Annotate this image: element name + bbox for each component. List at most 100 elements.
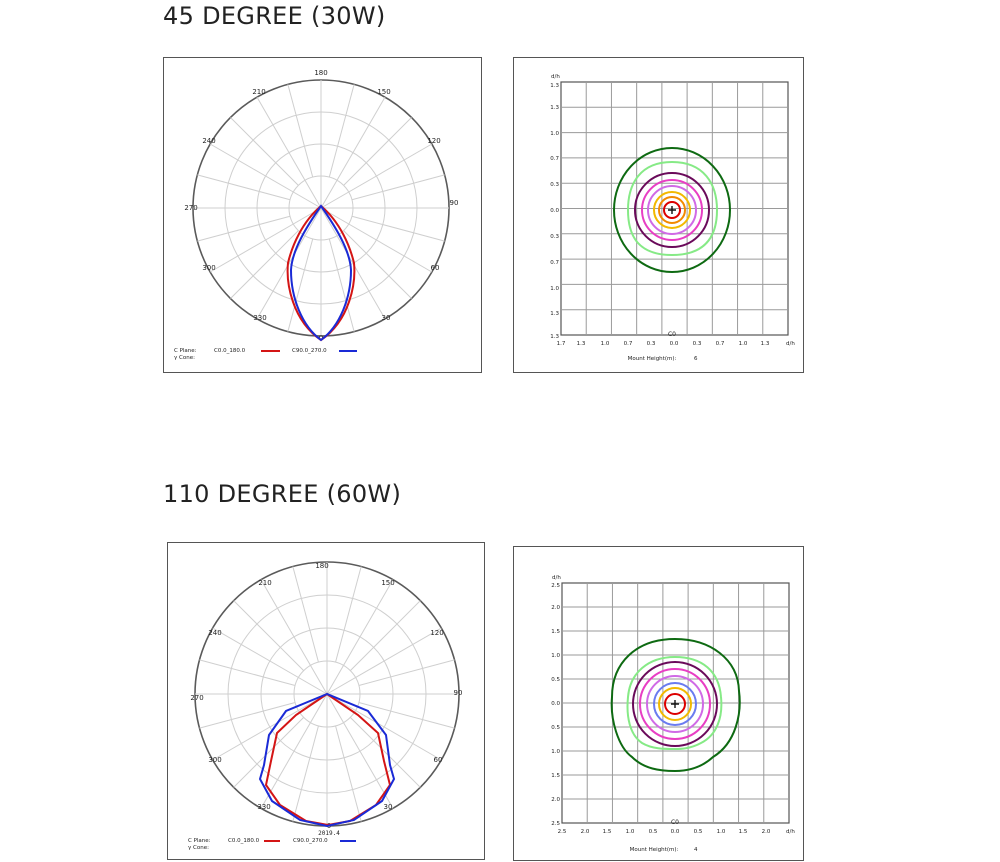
x-axis-unit: d/h (786, 341, 795, 347)
polar-angle-labels: 180 150 120 90 60 30 0 330 300 270 240 2… (184, 69, 458, 342)
y-tick-label: 1.3 (550, 105, 559, 111)
isolux-x-ticks: 2.5 2.0 1.5 1.0 0.5 0.0 0.5 1.0 1.5 2.0 (558, 829, 771, 835)
mount-height-value: 4 (694, 847, 698, 853)
polar-spoke (335, 566, 362, 663)
isolux-chart-svg: d/h d/h 1.3 1.3 1.0 0.7 0.3 0.0 0.3 0.7 … (550, 74, 795, 362)
y-tick-label: 1.3 (550, 83, 559, 89)
y-axis-unit: d/h (552, 575, 561, 581)
angle-label-30: 30 (384, 803, 393, 811)
angle-label-240: 240 (202, 137, 215, 145)
isolux-contour-4 (641, 179, 703, 241)
polar-spoke (256, 96, 322, 209)
polar-spoke (199, 702, 296, 729)
polar-spoke (320, 207, 386, 320)
polar-footnote: 2019.4 (318, 830, 340, 837)
y-tick-label: 2.5 (551, 821, 560, 827)
y-tick-label: 1.0 (550, 131, 559, 137)
c-plane-label: C0 (671, 819, 679, 826)
x-axis-unit: d/h (786, 829, 795, 835)
legend-gamma-cone-label: γ Cone: (174, 355, 195, 361)
polar-spoke (287, 238, 314, 332)
x-tick-label: 0.7 (624, 341, 633, 347)
x-tick-label: 0.0 (671, 829, 680, 835)
isolux-contour-8 (663, 201, 681, 219)
angle-label-150: 150 (377, 88, 390, 96)
angle-label-60: 60 (434, 756, 443, 764)
y-tick-label: 0.0 (550, 208, 559, 214)
polar-spoke (209, 143, 322, 209)
angle-label-120: 120 (427, 137, 440, 145)
isolux-diagram: d/h d/h 2.5 2.0 1.5 1.0 0.5 0.0 0.5 1.0 … (513, 546, 804, 861)
y-tick-label: 0.0 (551, 701, 560, 707)
angle-label-330: 330 (253, 314, 266, 322)
angle-label-270: 270 (190, 694, 203, 702)
polar-spoke (326, 693, 394, 809)
angle-label-90: 90 (454, 689, 463, 697)
polar-spoke (209, 207, 322, 273)
y-axis-unit: d/h (551, 74, 560, 80)
y-tick-label: 0.5 (551, 725, 560, 731)
isolux-contour-5 (647, 185, 697, 235)
polar-spoke (230, 117, 299, 186)
isolux-contour-2 (626, 160, 719, 257)
x-tick-label: 1.3 (577, 341, 586, 347)
angle-label-120: 120 (430, 629, 443, 637)
isolux-contour-8 (664, 693, 686, 715)
isolux-diagram: d/h d/h 1.3 1.3 1.0 0.7 0.3 0.0 0.3 0.7 … (513, 57, 804, 373)
polar-spoke (233, 600, 305, 672)
x-tick-label: 1.5 (603, 829, 612, 835)
polar-spoke (326, 579, 394, 695)
angle-label-240: 240 (208, 629, 221, 637)
polar-spoke (230, 230, 299, 299)
x-tick-label: 2.5 (558, 829, 567, 835)
isolux-contour-5 (646, 675, 704, 733)
isolux-contour-3 (634, 172, 710, 248)
y-tick-label: 0.7 (550, 156, 559, 162)
y-tick-label: 0.3 (550, 234, 559, 240)
isolux-contours (610, 637, 741, 773)
y-tick-label: 0.3 (550, 182, 559, 188)
angle-label-30: 30 (382, 314, 391, 322)
x-tick-label: 0.3 (647, 341, 656, 347)
angle-label-180: 180 (314, 69, 327, 77)
isolux-contours (613, 147, 731, 273)
isolux-contour-2 (626, 655, 723, 750)
polar-spoke (256, 207, 322, 320)
polar-chart-svg: 180 150 120 90 60 30 0 330 300 270 240 2… (188, 561, 463, 851)
angle-label-90: 90 (450, 199, 459, 207)
angle-label-330: 330 (257, 803, 270, 811)
isolux-y-ticks: 2.5 2.0 1.5 1.0 0.5 0.0 0.5 1.0 1.5 2.0 … (551, 583, 560, 827)
x-tick-label: 1.3 (761, 341, 770, 347)
polar-spoke (197, 215, 291, 242)
polar-spoke (212, 693, 328, 761)
isolux-contour-1 (610, 637, 741, 773)
polar-spoke (320, 207, 433, 273)
polar-diagram: 180 150 120 90 60 30 0 330 300 270 240 2… (167, 542, 485, 860)
section-title: 45 DEGREE (30W) (163, 2, 386, 30)
x-tick-label: 0.3 (693, 341, 702, 347)
isolux-grid (561, 582, 790, 824)
x-tick-label: 0.5 (694, 829, 703, 835)
polar-spoke (328, 84, 355, 178)
legend-c-plane-label: C Plane: (188, 838, 211, 844)
y-tick-label: 0.7 (550, 260, 559, 266)
angle-label-150: 150 (381, 579, 394, 587)
y-tick-label: 2.5 (551, 583, 560, 589)
polar-spoke (351, 215, 445, 242)
polar-spoke (349, 600, 421, 672)
polar-spoke (260, 693, 328, 809)
intensity-curve-c90-270 (289, 204, 353, 342)
polar-spoke (199, 659, 296, 686)
polar-spoke (320, 96, 386, 209)
mount-height-label: Mount Height(m): (628, 356, 677, 362)
angle-label-210: 210 (252, 88, 265, 96)
luminaire-center-marker (671, 700, 679, 708)
polar-spoke (349, 716, 421, 788)
x-tick-label: 2.0 (581, 829, 590, 835)
x-tick-label: 1.7 (557, 341, 566, 347)
legend-series-c90-name: C90.0_270.0 (292, 348, 327, 354)
legend-series-c0-name: C0.0_180.0 (228, 838, 260, 844)
isolux-contour-4 (639, 668, 711, 740)
isolux-y-ticks: 1.3 1.3 1.0 0.7 0.3 0.0 0.3 0.7 1.0 1.3 … (550, 83, 559, 340)
polar-spoke (358, 702, 455, 729)
